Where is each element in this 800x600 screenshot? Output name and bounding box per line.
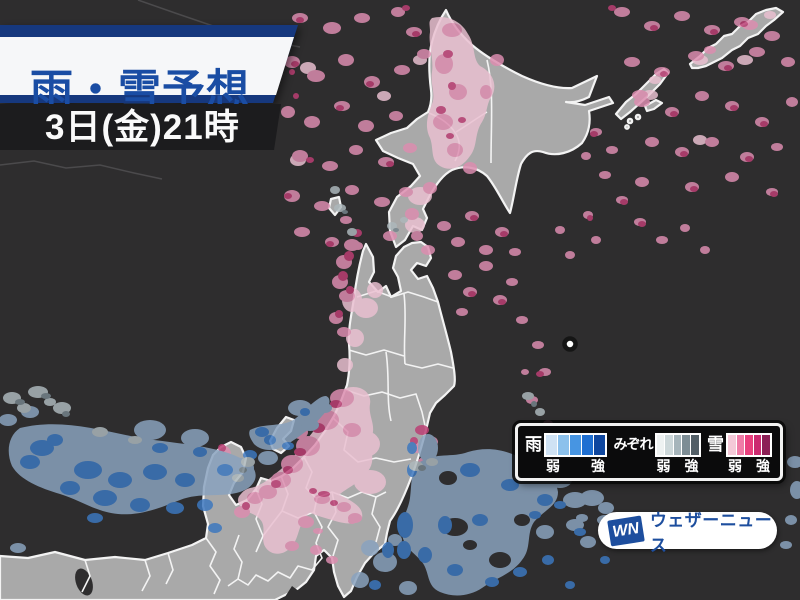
title-banner: 雨・雪予想	[0, 25, 298, 115]
precipitation-legend: 雨 弱 強 みぞれ	[515, 423, 783, 481]
sleet-level-5-swatch	[690, 435, 699, 455]
rain-level-2-swatch	[558, 435, 569, 455]
snow-level-5-swatch	[762, 435, 770, 455]
forecast-time: 3日(金)21時	[45, 108, 240, 147]
precipitation-overlay	[0, 5, 800, 596]
snow-level-2-swatch	[736, 435, 745, 455]
rain-label: 雨	[525, 435, 542, 454]
habomai-islet	[624, 124, 630, 130]
rain-level-3-swatch	[570, 435, 581, 455]
weathernews-logo: WN ウェザーニュース	[598, 511, 777, 555]
lake-biwa	[75, 568, 93, 596]
sleet-strong-label: 強	[684, 458, 699, 474]
rain-strong-label: 強	[591, 458, 605, 474]
sleet-label: みぞれ	[613, 436, 654, 452]
sleet-color-scale	[654, 433, 701, 457]
location-marker-dot	[562, 336, 578, 352]
suruga-bay	[283, 586, 300, 600]
snow-weak-label: 弱	[728, 458, 743, 474]
rain-level-5-swatch	[594, 435, 605, 455]
sleet-weak-label: 弱	[656, 458, 671, 474]
rain-strong-areas	[20, 408, 610, 590]
sleet-level-3-swatch	[673, 435, 682, 455]
sleet-level-2-swatch	[665, 435, 673, 455]
habomai-islet	[634, 113, 642, 121]
sleet-level-1-swatch	[656, 435, 665, 455]
rain-level-1-swatch	[546, 435, 557, 455]
wn-logo-mark-icon: WN	[607, 515, 645, 546]
snow-level-4-swatch	[753, 435, 762, 455]
legend-group-snow: 雪 弱 強	[707, 433, 772, 474]
rain-weak-label: 弱	[546, 458, 560, 474]
sleet-level-4-swatch	[682, 435, 690, 455]
snow-label: 雪	[707, 435, 725, 454]
snow-level-3-swatch	[745, 435, 753, 455]
shikotan-island	[643, 98, 664, 113]
snow-level-1-swatch	[728, 435, 736, 455]
forecast-time-box: 3日(金)21時	[0, 104, 281, 150]
rain-color-scale	[544, 433, 607, 457]
legend-group-sleet: みぞれ 弱 強	[614, 433, 701, 474]
snow-color-scale	[726, 433, 772, 457]
weathernews-logo-text: ウェザーニュース	[649, 510, 773, 555]
legend-group-rain: 雨 弱 強	[525, 433, 607, 474]
lakes-group	[75, 568, 300, 600]
habomai-islet	[626, 117, 634, 125]
sleet-strong-areas	[15, 210, 537, 473]
title-banner-shape	[0, 25, 298, 103]
rain-level-4-swatch	[582, 435, 593, 455]
snow-strong-label: 強	[756, 458, 770, 474]
